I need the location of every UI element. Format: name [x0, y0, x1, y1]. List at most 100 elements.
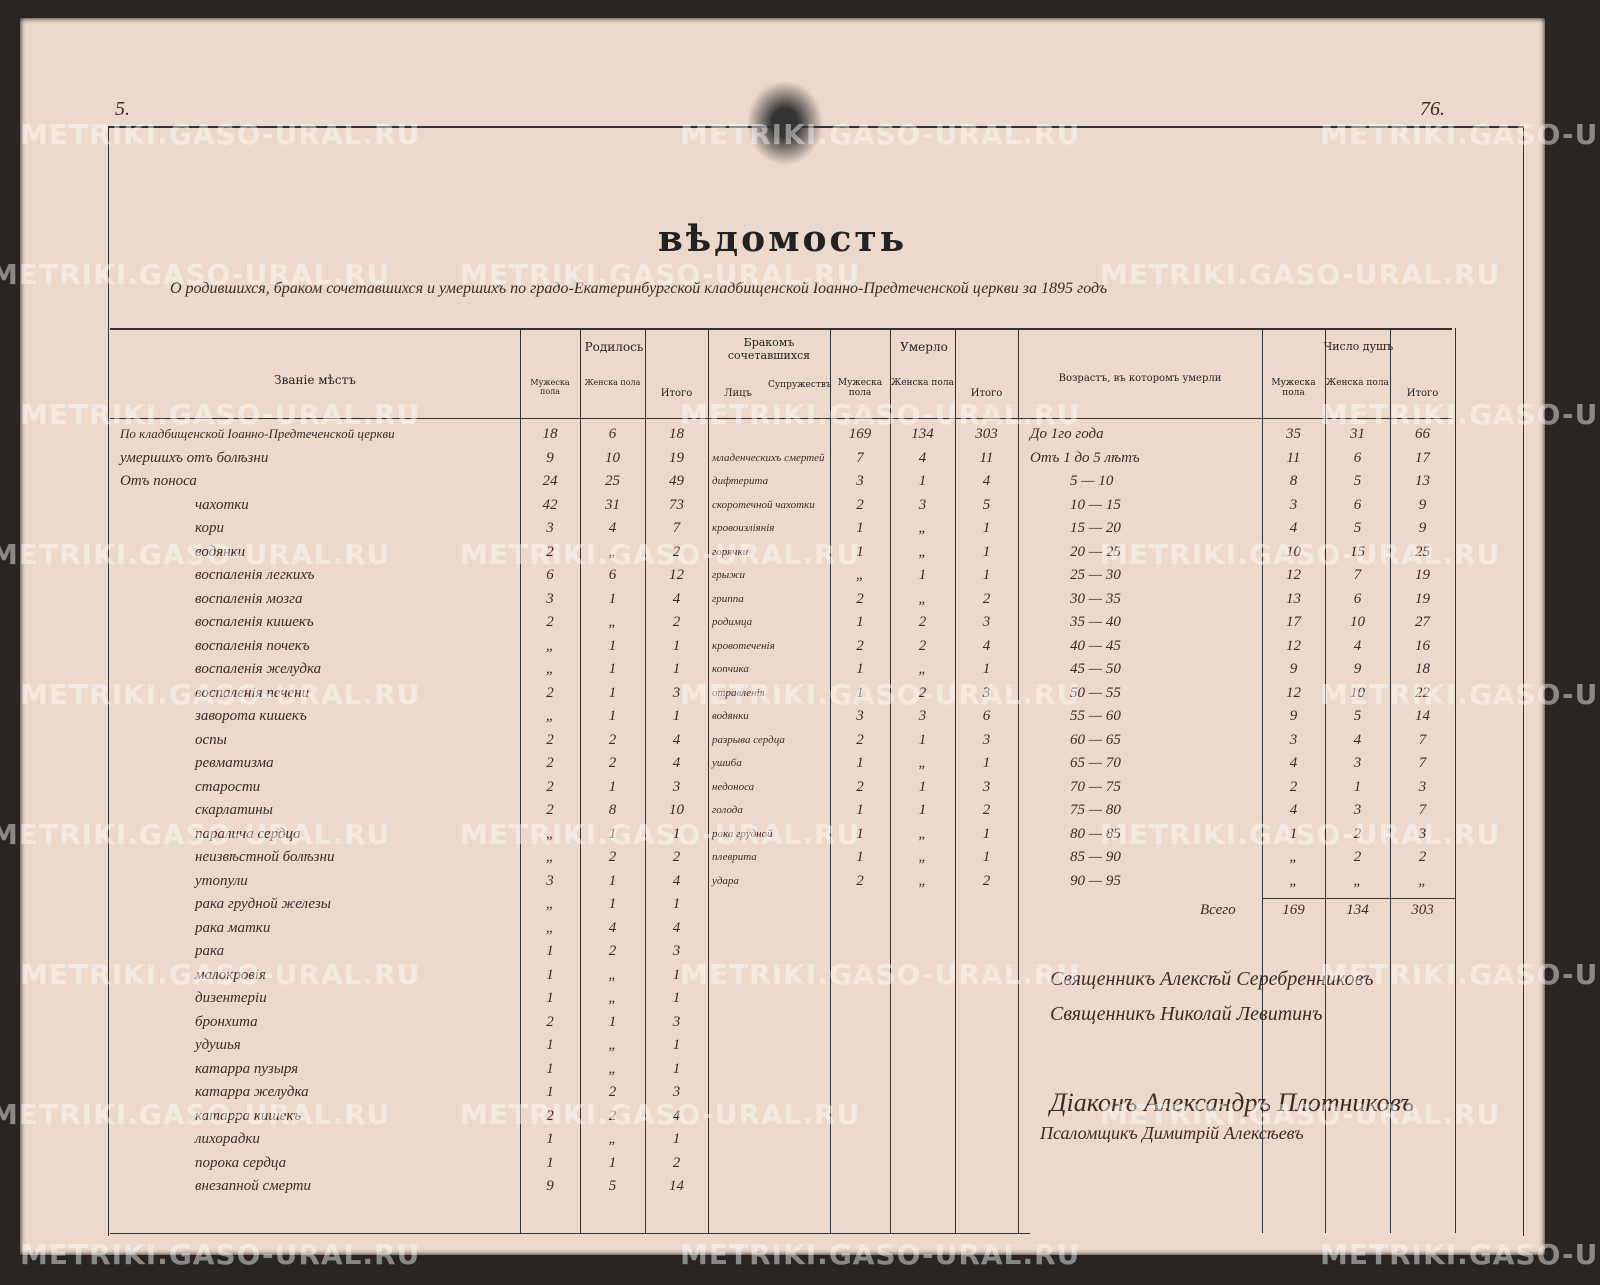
born-male: „	[545, 896, 555, 912]
born-male: „	[545, 708, 555, 724]
died-total: 1	[982, 520, 991, 536]
column-line	[890, 328, 891, 1233]
born-male: 3	[546, 520, 554, 536]
souls-total: 16	[1415, 637, 1430, 654]
born-male: 24	[542, 473, 558, 489]
died-total: 5	[982, 496, 991, 513]
born-total: 4	[672, 590, 681, 607]
souls-total: 2	[1418, 849, 1427, 865]
cause-name: кровотеченія	[712, 639, 775, 652]
died-male: 2	[856, 637, 864, 654]
born-female: 1	[608, 1013, 617, 1030]
born-total: 1	[672, 1060, 681, 1077]
died-male: 1	[856, 684, 864, 701]
souls-female: 1	[1353, 778, 1362, 795]
watermark: METRIKI.GASO-URAL.RU	[1320, 1238, 1600, 1271]
cause-name: катарра желудка	[195, 1084, 309, 1100]
cause-name: утопули	[195, 872, 248, 889]
cause-name: удушья	[195, 1037, 241, 1053]
born-female: 4	[608, 919, 617, 936]
age-range: 10 — 15	[1070, 496, 1121, 513]
column-line	[580, 328, 581, 1233]
born-male: 42	[542, 496, 558, 513]
born-male: 2	[546, 755, 554, 771]
age-range: 50 — 55	[1070, 684, 1121, 701]
born-male: 1	[546, 1037, 554, 1053]
watermark: METRIKI.GASO-URAL.RU	[1100, 538, 1501, 571]
born-female: 25	[605, 473, 620, 489]
watermark: METRIKI.GASO-URAL.RU	[1320, 118, 1600, 151]
cause-name: гриппа	[712, 592, 744, 605]
souls-total: 18	[1415, 661, 1430, 677]
column-line	[1325, 328, 1326, 1233]
died-female: 2	[918, 614, 927, 630]
souls-total: 19	[1415, 590, 1430, 607]
souls-female: 10	[1350, 614, 1365, 630]
total-line	[1262, 898, 1455, 899]
souls-total: 7	[1418, 755, 1427, 771]
age-range: 20 — 25	[1070, 543, 1121, 560]
died-male: 2	[856, 590, 864, 607]
souls-male: 4	[1289, 802, 1298, 818]
cause-name: катарра пузыря	[195, 1060, 299, 1077]
cause-name: воспаленія легкихъ	[195, 567, 315, 583]
born-female: 1	[608, 590, 617, 607]
column-header: Бракомъ сочетавшихся	[727, 336, 811, 362]
table-top	[110, 328, 1452, 330]
died-female: 2	[918, 684, 927, 701]
age-range: 70 — 75	[1070, 778, 1121, 795]
signature: Псаломщикъ Димитрій Алексѣевъ	[1040, 1123, 1304, 1143]
born-total: 3	[672, 943, 681, 959]
born-male: 2	[546, 1107, 554, 1124]
souls-female: 31	[1350, 426, 1365, 442]
died-female: 3	[918, 496, 927, 513]
age-range: 75 — 80	[1070, 802, 1121, 818]
watermark: METRIKI.GASO-URAL.RU	[460, 1098, 861, 1131]
column-header: Женска пола	[1326, 378, 1389, 388]
born-total: 14	[669, 1178, 684, 1194]
souls-total: 22	[1415, 684, 1430, 701]
cause-name: рака матки	[195, 919, 271, 936]
paper: METRIKI.GASO-URAL.RU METRIKI.GASO-URAL.RU…	[0, 18, 1600, 1271]
died-female: 1	[918, 567, 927, 583]
born-total: 3	[672, 684, 681, 701]
born-female: „	[608, 1060, 617, 1077]
died-total: 3	[982, 684, 991, 701]
died-total-top: 169	[848, 426, 872, 442]
born-total: 1	[672, 708, 681, 724]
cause-name: катарра кишекъ	[195, 1107, 302, 1124]
souls-male: „	[1289, 849, 1298, 865]
emblem	[740, 73, 830, 173]
cause-name: воспаленія мозга	[195, 590, 303, 607]
cause-name: скарлатины	[195, 802, 273, 818]
column-header: Женска пола	[891, 378, 954, 388]
header-bottom	[110, 418, 1452, 419]
souls-total: 7	[1418, 802, 1427, 818]
born-total: 73	[669, 496, 684, 513]
born-total: 1	[672, 637, 681, 654]
column-header: Званіе мѣстъ	[274, 373, 356, 387]
died-female: 1	[918, 802, 927, 818]
cause-name: бронхита	[195, 1013, 258, 1030]
born-female: 1	[608, 872, 617, 889]
cause-name: горячки	[712, 545, 749, 558]
souls-female: 6	[1353, 449, 1362, 466]
born-female: 1	[608, 684, 617, 701]
watermark: METRIKI.GASO-URAL.RU	[0, 258, 391, 291]
age-range: 85 — 90	[1070, 849, 1121, 865]
column-line	[1390, 328, 1391, 1233]
watermark: METRIKI.GASO-URAL.RU	[1320, 958, 1600, 991]
souls-female: 3	[1353, 755, 1362, 771]
born-male: 9	[546, 449, 554, 466]
souls-female: „	[1353, 872, 1362, 889]
born-male: „	[545, 637, 555, 654]
column-header: Родилось	[584, 340, 644, 354]
born-male: 2	[546, 802, 554, 818]
column-header: Мужеска пола	[530, 378, 570, 396]
souls-total: „	[1418, 872, 1427, 889]
died-male: 2	[856, 731, 864, 748]
souls-male: 3	[1289, 496, 1298, 513]
died-male: 1	[856, 661, 864, 677]
born-female: 1	[608, 708, 617, 724]
watermark: METRIKI.GASO-URAL.RU	[0, 538, 391, 571]
